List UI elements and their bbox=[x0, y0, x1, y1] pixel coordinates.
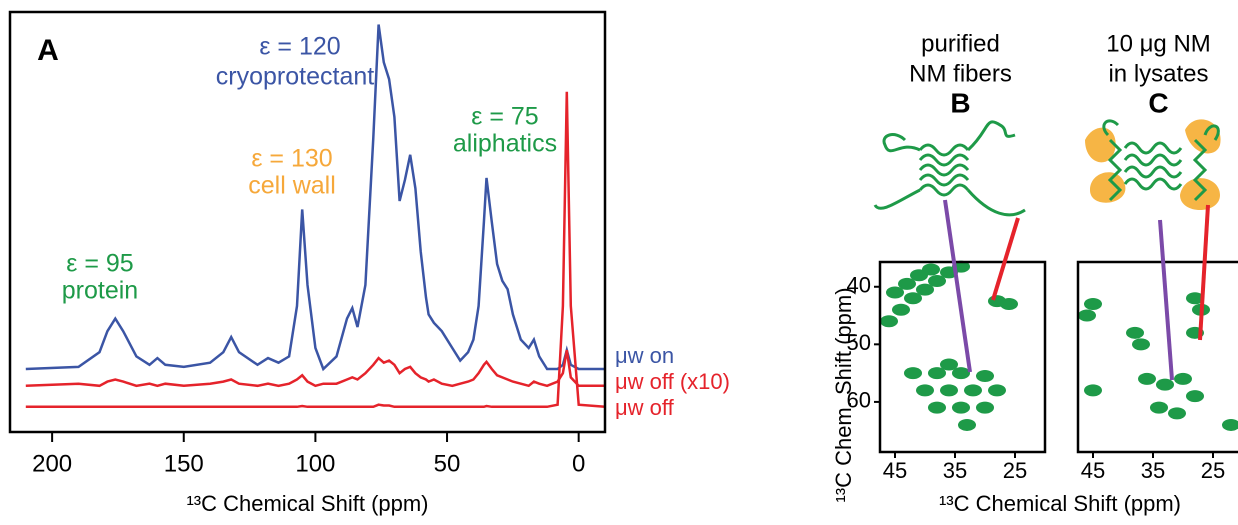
annotation: ε = 130 bbox=[251, 145, 332, 173]
x-tick-label: 25 bbox=[1201, 458, 1225, 483]
peak bbox=[1186, 292, 1204, 305]
peak bbox=[1150, 401, 1168, 414]
peak bbox=[1126, 326, 1144, 339]
y-axis-label: ¹³C Chem. Shift (ppm) bbox=[831, 287, 856, 502]
panel-label: B bbox=[950, 87, 970, 118]
annotation-line bbox=[1198, 204, 1210, 341]
panel-title: purified bbox=[921, 30, 1000, 57]
peak bbox=[922, 263, 940, 276]
annotation: cell wall bbox=[248, 172, 336, 200]
y-tick-label: 60 bbox=[847, 388, 871, 413]
peak bbox=[952, 367, 970, 380]
x-tick-label: 200 bbox=[32, 450, 72, 477]
y-tick-label: 50 bbox=[847, 330, 871, 355]
contour-peaks bbox=[880, 260, 1018, 431]
panel-title: 10 μg NM bbox=[1106, 30, 1211, 57]
x-axis-label: ¹³C Chemical Shift (ppm) bbox=[186, 491, 428, 516]
y-tick-label: 40 bbox=[847, 273, 871, 298]
peak bbox=[904, 367, 922, 380]
peak bbox=[1174, 372, 1192, 385]
peak bbox=[1222, 418, 1238, 431]
panel-label: A bbox=[37, 34, 59, 67]
peak bbox=[976, 401, 994, 414]
peak bbox=[904, 292, 922, 305]
peak bbox=[886, 286, 904, 299]
legend-label: μw off (x10) bbox=[615, 369, 730, 394]
peak bbox=[940, 358, 958, 371]
annotation: aliphatics bbox=[453, 130, 557, 158]
x-tick-label: 45 bbox=[1081, 458, 1105, 483]
peak bbox=[916, 283, 934, 296]
peak bbox=[916, 384, 934, 397]
peak bbox=[1138, 372, 1156, 385]
peak bbox=[928, 275, 946, 287]
peak bbox=[1168, 407, 1186, 420]
spectrum-line bbox=[25, 91, 606, 409]
peak bbox=[1084, 298, 1102, 311]
peak bbox=[940, 384, 958, 397]
peak bbox=[892, 303, 910, 316]
annotation: cryoprotectant bbox=[216, 63, 374, 91]
cartoon-b bbox=[873, 120, 1026, 217]
peak bbox=[964, 384, 982, 397]
peak bbox=[1186, 390, 1204, 403]
peak bbox=[958, 418, 976, 431]
plot-frame bbox=[878, 260, 1047, 454]
x-tick-label: 35 bbox=[1141, 458, 1165, 483]
peak bbox=[976, 370, 994, 382]
x-tick-label: 150 bbox=[164, 450, 204, 477]
annotation-line bbox=[991, 217, 1020, 301]
plot-frame bbox=[8, 10, 607, 434]
peak bbox=[1132, 338, 1150, 351]
peak bbox=[898, 277, 916, 290]
cartoon-c bbox=[1085, 119, 1221, 210]
peak bbox=[928, 401, 946, 414]
annotation: ε = 95 bbox=[66, 250, 133, 278]
plot-frame bbox=[1076, 260, 1238, 454]
annotation-line bbox=[943, 199, 972, 373]
spectrum-line bbox=[25, 24, 605, 372]
panel-label: C bbox=[1148, 87, 1168, 118]
panel-title: in lysates bbox=[1108, 60, 1208, 87]
x-tick-label: 35 bbox=[943, 458, 967, 483]
x-tick-label: 45 bbox=[883, 458, 907, 483]
annotation-line bbox=[1158, 219, 1174, 381]
peak bbox=[1000, 298, 1018, 311]
peak bbox=[1156, 378, 1174, 391]
spectrum-line bbox=[25, 349, 605, 388]
panel-title: NM fibers bbox=[909, 60, 1012, 87]
x-tick-label: 0 bbox=[572, 450, 585, 477]
peak bbox=[988, 384, 1006, 397]
x-axis-label: ¹³C Chemical Shift (ppm) bbox=[939, 491, 1181, 516]
peak bbox=[928, 367, 946, 380]
peak bbox=[952, 401, 970, 414]
annotation: protein bbox=[62, 277, 138, 305]
x-tick-label: 25 bbox=[1003, 458, 1027, 483]
legend-label: μw on bbox=[615, 343, 674, 368]
peak bbox=[880, 315, 898, 328]
annotation: ε = 120 bbox=[259, 33, 340, 61]
annotation: ε = 75 bbox=[471, 103, 538, 131]
peak bbox=[1078, 309, 1096, 322]
x-tick-label: 50 bbox=[434, 450, 461, 477]
contour-peaks bbox=[1078, 292, 1238, 431]
peak bbox=[1084, 384, 1102, 397]
x-tick-label: 100 bbox=[295, 450, 335, 477]
legend-label: μw off bbox=[615, 395, 675, 420]
